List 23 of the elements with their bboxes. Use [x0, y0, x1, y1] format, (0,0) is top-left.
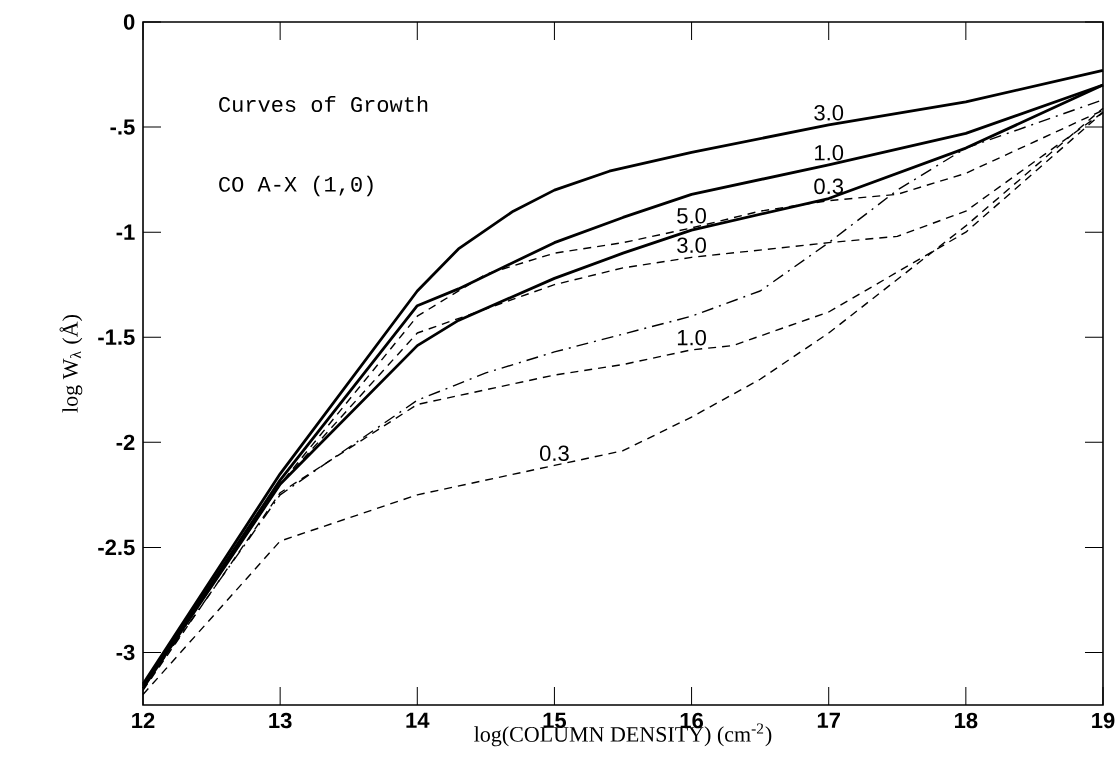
y-tick-label: 0 [123, 14, 135, 30]
y-tick-label: -3 [116, 644, 135, 661]
x-tick-label: 12 [132, 712, 155, 729]
x-tick-label: 18 [954, 712, 978, 729]
annotation: 0.3 [539, 445, 569, 462]
annotation: 5.0 [677, 208, 706, 224]
y-tick-label: -1 [116, 224, 135, 240]
annotation: 1.0 [815, 144, 844, 161]
annotation: Curves of Growth [219, 95, 428, 113]
y-tick-label: -2.5 [98, 539, 135, 556]
x-tick-label: 13 [269, 712, 292, 729]
annotation: 1.0 [677, 329, 706, 346]
annotation: 0.3 [814, 178, 844, 195]
y-tick-label: -.5 [110, 119, 135, 135]
y-tick-label: -2 [116, 434, 135, 450]
x-tick-label: 19 [1092, 712, 1115, 729]
y-axis-title: log W$_{λ}$ (Å) [59, 315, 83, 413]
x-tick-label: 17 [817, 712, 840, 728]
y-tick-label: -1.5 [98, 329, 135, 345]
x-tick-label: 14 [406, 712, 430, 728]
annotation: 3.0 [814, 105, 844, 121]
annotation: CO A-X (1,0) [219, 175, 373, 197]
annotation: 3.0 [677, 237, 706, 253]
